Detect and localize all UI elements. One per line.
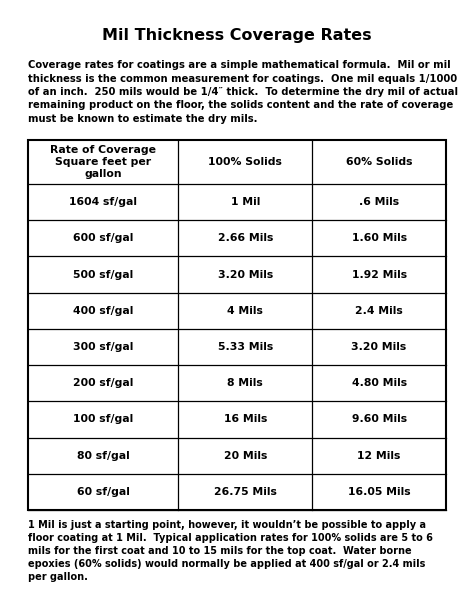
Text: 80 sf/gal: 80 sf/gal xyxy=(77,451,129,460)
Bar xyxy=(28,140,446,510)
Text: thickness is the common measurement for coatings.  One mil equals 1/1000: thickness is the common measurement for … xyxy=(28,74,457,83)
Text: floor coating at 1 Mil.  Typical application rates for 100% solids are 5 to 6: floor coating at 1 Mil. Typical applicat… xyxy=(28,533,433,543)
Text: 500 sf/gal: 500 sf/gal xyxy=(73,270,133,280)
Text: mils for the first coat and 10 to 15 mils for the top coat.  Water borne: mils for the first coat and 10 to 15 mil… xyxy=(28,546,411,556)
Text: 8 Mils: 8 Mils xyxy=(228,378,263,388)
Text: epoxies (60% solids) would normally be applied at 400 sf/gal or 2.4 mils: epoxies (60% solids) would normally be a… xyxy=(28,559,425,569)
Text: 16 Mils: 16 Mils xyxy=(224,414,267,424)
Text: 3.20 Mils: 3.20 Mils xyxy=(352,342,407,352)
Text: 4 Mils: 4 Mils xyxy=(228,306,263,316)
Text: 200 sf/gal: 200 sf/gal xyxy=(73,378,133,388)
Text: 300 sf/gal: 300 sf/gal xyxy=(73,342,133,352)
Text: 12 Mils: 12 Mils xyxy=(357,451,401,460)
Text: 26.75 Mils: 26.75 Mils xyxy=(214,487,277,497)
Text: 60 sf/gal: 60 sf/gal xyxy=(77,487,130,497)
Text: 16.05 Mils: 16.05 Mils xyxy=(348,487,410,497)
Text: 1.92 Mils: 1.92 Mils xyxy=(352,270,407,280)
Text: 20 Mils: 20 Mils xyxy=(224,451,267,460)
Text: 4.80 Mils: 4.80 Mils xyxy=(352,378,407,388)
Text: 100% Solids: 100% Solids xyxy=(209,157,283,167)
Text: 1604 sf/gal: 1604 sf/gal xyxy=(69,197,137,207)
Text: 600 sf/gal: 600 sf/gal xyxy=(73,234,133,243)
Text: remaining product on the floor, the solids content and the rate of coverage: remaining product on the floor, the soli… xyxy=(28,101,453,110)
Text: must be known to estimate the dry mils.: must be known to estimate the dry mils. xyxy=(28,114,257,124)
Text: 100 sf/gal: 100 sf/gal xyxy=(73,414,133,424)
Text: Coverage rates for coatings are a simple mathematical formula.  Mil or mil: Coverage rates for coatings are a simple… xyxy=(28,60,451,70)
Text: 400 sf/gal: 400 sf/gal xyxy=(73,306,133,316)
Text: 3.20 Mils: 3.20 Mils xyxy=(218,270,273,280)
Text: 1 Mil is just a starting point, however, it wouldn’t be possible to apply a: 1 Mil is just a starting point, however,… xyxy=(28,520,426,530)
Text: 2.4 Mils: 2.4 Mils xyxy=(355,306,403,316)
Text: 5.33 Mils: 5.33 Mils xyxy=(218,342,273,352)
Text: 9.60 Mils: 9.60 Mils xyxy=(352,414,407,424)
Text: 60% Solids: 60% Solids xyxy=(346,157,412,167)
Text: .6 Mils: .6 Mils xyxy=(359,197,399,207)
Text: per gallon.: per gallon. xyxy=(28,572,88,582)
Text: 2.66 Mils: 2.66 Mils xyxy=(218,234,273,243)
Text: Rate of Coverage
Square feet per
gallon: Rate of Coverage Square feet per gallon xyxy=(50,145,156,180)
Text: 1 Mil: 1 Mil xyxy=(231,197,260,207)
Text: Mil Thickness Coverage Rates: Mil Thickness Coverage Rates xyxy=(102,28,372,43)
Text: 1.60 Mils: 1.60 Mils xyxy=(352,234,407,243)
Text: of an inch.  250 mils would be 1/4″ thick.  To determine the dry mil of actual: of an inch. 250 mils would be 1/4″ thick… xyxy=(28,87,458,97)
